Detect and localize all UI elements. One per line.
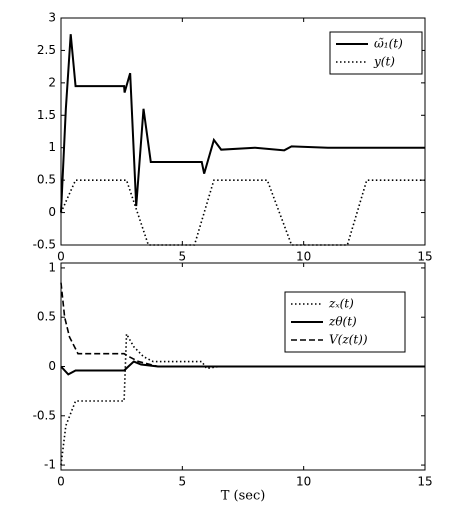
y-tick-label: 1 — [48, 260, 56, 274]
data-line — [60, 179, 425, 246]
y-tick-label: -0.5 — [33, 408, 56, 422]
data-line — [60, 34, 425, 213]
x-tick-label: 5 — [179, 475, 187, 489]
x-tick-label: 10 — [296, 475, 311, 489]
x-tick-label: 0 — [57, 250, 65, 264]
x-tick-label: 0 — [57, 475, 65, 489]
data-line — [60, 331, 425, 466]
x-tick-label: 15 — [417, 475, 432, 489]
y-tick-label: 1 — [48, 140, 56, 154]
legend-label: zθ(t) — [328, 315, 357, 329]
legend-box — [329, 31, 423, 75]
y-tick-label: 2.5 — [37, 43, 56, 57]
y-tick-label: 1.5 — [37, 108, 56, 122]
y-tick-label: 0 — [48, 359, 56, 373]
x-tick-label: 10 — [296, 250, 311, 264]
y-tick-label: 2 — [48, 75, 56, 89]
y-tick-label: 0.5 — [37, 310, 56, 324]
x-tick-label: 5 — [179, 250, 187, 264]
legend-label: zₓ(t) — [328, 297, 354, 311]
data-line — [60, 282, 425, 368]
legend-label: y(t) — [373, 55, 395, 69]
y-tick-label: 0 — [48, 205, 56, 219]
x-axis-label: T (sec) — [221, 489, 266, 504]
y-tick-label: -1 — [44, 458, 56, 472]
legend-label: V(z(t)) — [329, 333, 368, 347]
legend-label: ω̃₁(t) — [374, 37, 403, 51]
y-tick-label: 0.5 — [37, 173, 56, 187]
y-tick-label: -0.5 — [33, 238, 56, 252]
y-tick-label: 3 — [48, 11, 56, 25]
x-tick-label: 15 — [417, 250, 432, 264]
